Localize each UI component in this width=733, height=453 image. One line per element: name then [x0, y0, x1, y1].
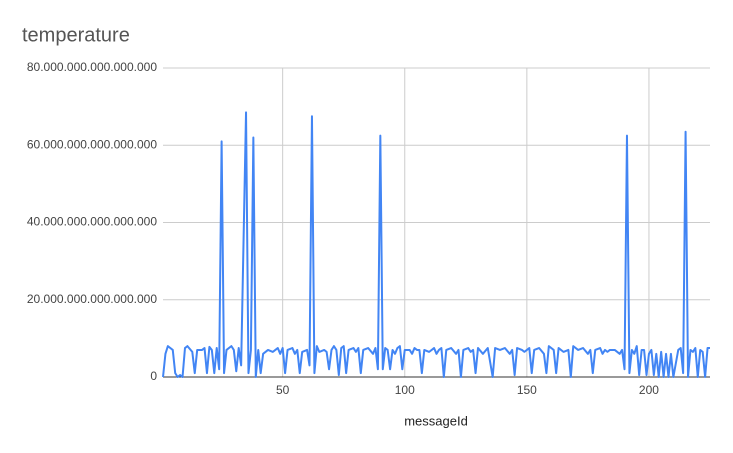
x-axis-label: messageId	[404, 413, 468, 428]
y-tick-label: 0	[150, 369, 157, 383]
y-tick-label: 60.000.000.000.000.000	[27, 137, 157, 151]
chart-title: temperature	[22, 24, 130, 46]
y-tick-label: 20.000.000.000.000.000	[27, 292, 157, 306]
x-tick-label: 150	[517, 383, 537, 397]
y-tick-label: 80.000.000.000.000.000	[27, 60, 157, 74]
y-tick-label: 40.000.000.000.000.000	[27, 215, 157, 229]
x-tick-label: 50	[276, 383, 290, 397]
x-tick-label: 100	[395, 383, 415, 397]
x-tick-label: 200	[639, 383, 659, 397]
data-line	[162, 111, 710, 378]
